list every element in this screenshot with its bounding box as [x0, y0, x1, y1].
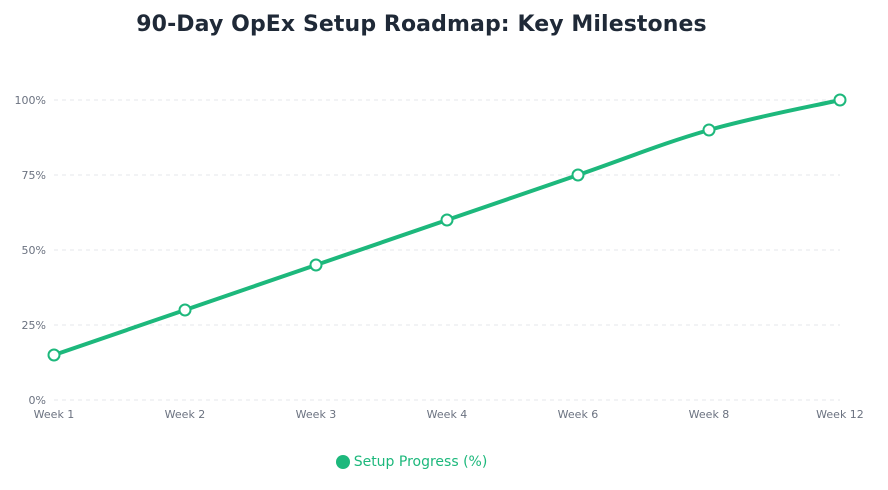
y-tick-label: 75%: [22, 169, 46, 182]
data-point: [702, 123, 716, 137]
legend-label: Setup Progress (%): [353, 454, 488, 470]
x-tick-label: Week 4: [427, 408, 468, 421]
y-tick-label: 0%: [29, 394, 46, 407]
y-tick-label: 100%: [15, 94, 46, 107]
series-layer: [52, 98, 842, 357]
x-tick-label: Week 1: [34, 408, 75, 421]
grid-lines: [54, 99, 840, 401]
x-tick-label: Week 6: [558, 408, 599, 421]
data-point: [47, 348, 61, 362]
y-axis-ticks: 0% 25% 50% 75% 100%: [15, 94, 46, 407]
chart-title: 90-Day OpEx Setup Roadmap: Key Milestone…: [136, 12, 707, 37]
data-point: [440, 213, 454, 227]
x-tick-label: Week 3: [296, 408, 337, 421]
data-point: [833, 93, 847, 107]
x-tick-label: Week 2: [165, 408, 206, 421]
data-point: [571, 168, 585, 182]
x-tick-label: Week 8: [689, 408, 730, 421]
data-point: [178, 303, 192, 317]
legend-marker-icon: [335, 455, 350, 469]
data-points: [47, 93, 847, 362]
y-tick-label: 50%: [22, 244, 46, 257]
legend[interactable]: Setup Progress (%): [0, 454, 823, 470]
data-point: [309, 258, 323, 272]
y-tick-label: 25%: [22, 319, 46, 332]
x-tick-label: Week 12: [816, 408, 864, 421]
series-line: [52, 98, 842, 357]
x-axis-ticks: Week 1 Week 2 Week 3 Week 4 Week 6 Week 8 Week…: [34, 408, 864, 421]
